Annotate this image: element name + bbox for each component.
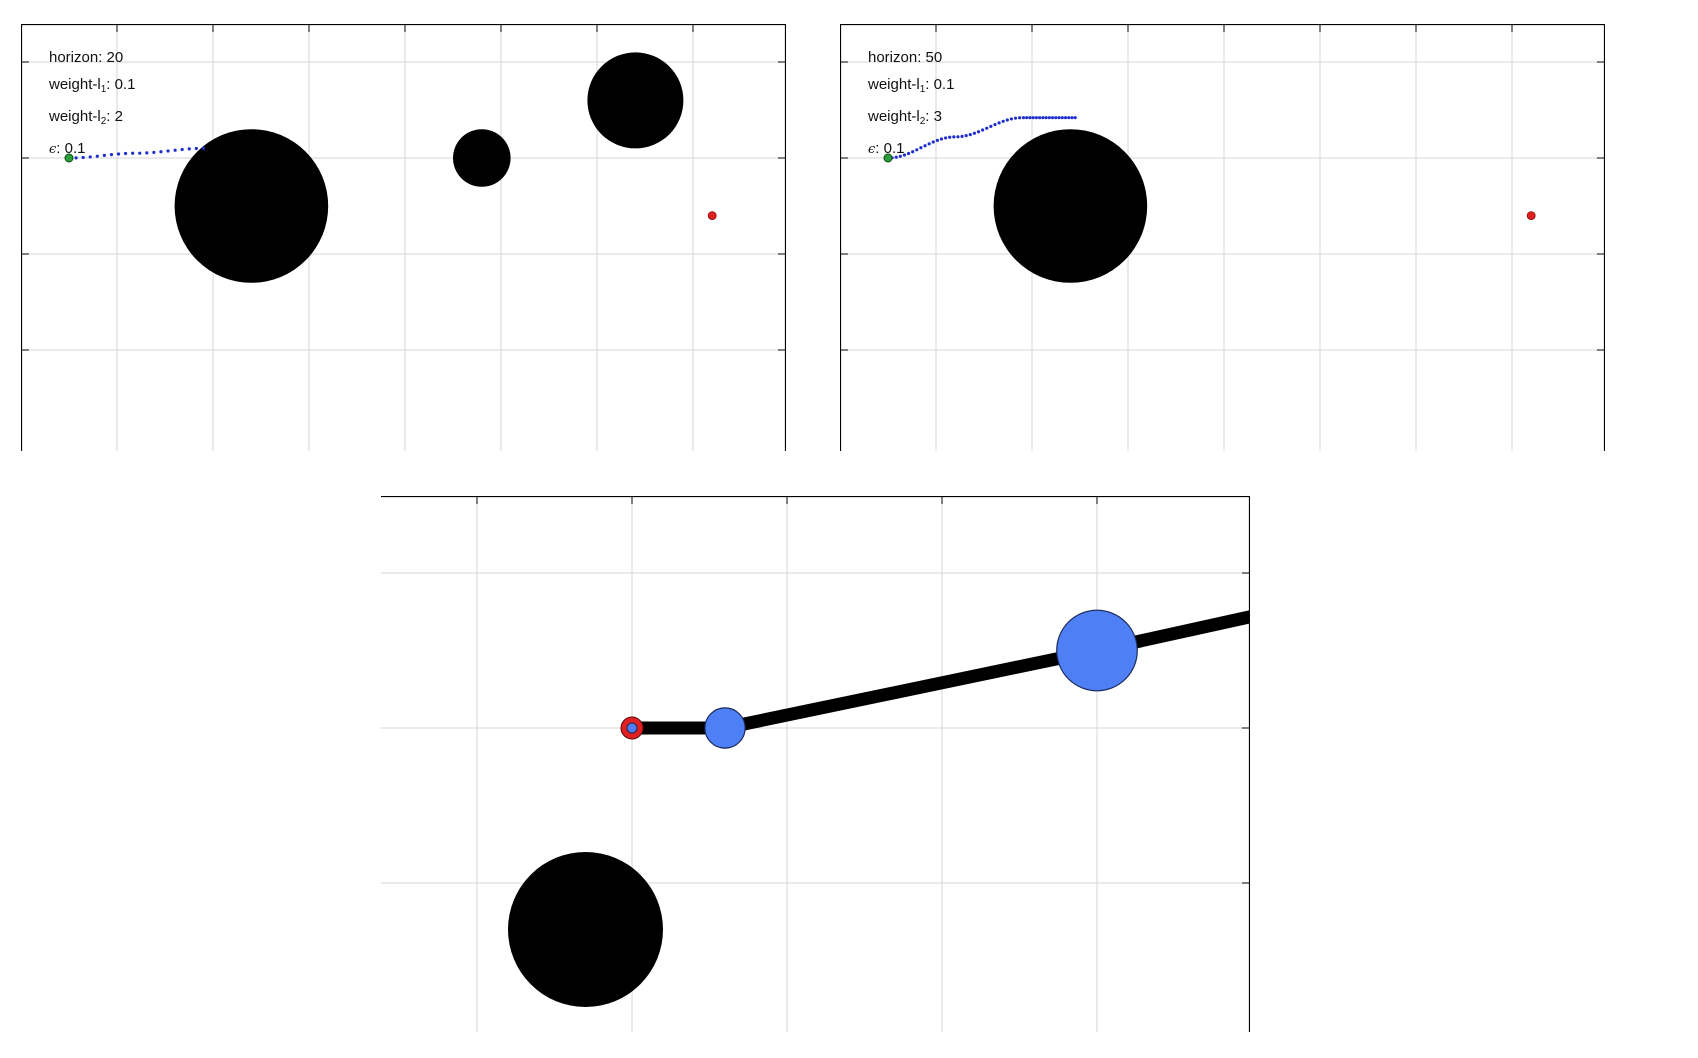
- trajectory-point: [960, 134, 964, 138]
- goal-marker: [1526, 211, 1536, 221]
- trajectory-point: [1041, 116, 1045, 120]
- trajectory-point: [1054, 116, 1058, 120]
- trajectory-point: [88, 155, 92, 159]
- epsilon-label: ϵ: 0.1: [868, 140, 905, 157]
- epsilon-label: ϵ: 0.1: [49, 140, 86, 157]
- obstacle-circle: [587, 52, 684, 149]
- panel-horizon-50: horizon: 50 weight-l1: 0.1 weight-l2: 3 …: [840, 24, 1605, 451]
- obstacle-circle: [174, 129, 329, 283]
- trajectory-point: [985, 126, 989, 130]
- trajectory-point: [972, 131, 976, 135]
- start-marker: [883, 153, 893, 163]
- trajectory-point: [1028, 116, 1032, 120]
- trajectory-point: [915, 148, 919, 152]
- path-node: [1056, 609, 1138, 692]
- trajectory-point: [194, 146, 198, 151]
- weight-l2-label: weight-l2: 3: [868, 108, 942, 127]
- trajectory-point: [1031, 116, 1035, 120]
- panel-zoom-detail: [381, 496, 1250, 1032]
- plot-horizon-20: [21, 24, 786, 451]
- trajectory-point: [1018, 116, 1022, 120]
- horizon-label: horizon: 50: [868, 49, 943, 66]
- trajectory-point: [159, 150, 163, 154]
- path-node: [704, 707, 746, 749]
- goal-marker: [707, 211, 717, 221]
- trajectory-point: [1067, 116, 1071, 120]
- trajectory-point: [976, 130, 981, 134]
- trajectory-point: [1044, 116, 1048, 120]
- trajectory-point: [109, 153, 114, 157]
- trajectory-point: [201, 146, 205, 150]
- trajectory-point: [116, 152, 121, 156]
- panel-horizon-20: horizon: 20 weight-l1: 0.1 weight-l2: 2 …: [21, 24, 786, 451]
- trajectory-point: [1009, 117, 1014, 121]
- trajectory-point: [1073, 116, 1077, 120]
- trajectory-point: [956, 135, 960, 139]
- trajectory-point: [1070, 116, 1074, 120]
- trajectory-point: [1060, 116, 1064, 120]
- trajectory-point: [1025, 116, 1029, 120]
- horizon-label: horizon: 20: [49, 49, 124, 66]
- planned-path: [632, 610, 1250, 735]
- weight-l2-label: weight-l2: 2: [49, 108, 123, 127]
- trajectory-point: [944, 136, 948, 140]
- start-center: [626, 722, 638, 734]
- trajectory-point: [1034, 116, 1039, 120]
- obstacle-circle: [453, 129, 511, 187]
- trajectory-point: [138, 151, 142, 155]
- trajectory-point: [1001, 119, 1005, 123]
- obstacle-circle: [993, 129, 1148, 283]
- trajectory-point: [1063, 116, 1068, 120]
- trajectory-point: [989, 124, 993, 128]
- trajectory-point: [166, 149, 170, 153]
- weight-l1-label: weight-l1: 0.1: [49, 76, 136, 95]
- weight-l1-label: weight-l1: 0.1: [868, 76, 955, 95]
- trajectory-point: [902, 153, 907, 157]
- plot-horizon-50: [840, 24, 1605, 451]
- trajectory-point: [898, 154, 902, 158]
- trajectory-point: [173, 148, 177, 152]
- trajectory-point: [931, 140, 935, 144]
- trajectory-point: [1005, 118, 1009, 122]
- trajectory-point: [74, 156, 78, 160]
- parameter-legend: horizon: 50 weight-l1: 0.1 weight-l2: 3 …: [868, 44, 954, 163]
- trajectory-point: [948, 135, 952, 139]
- trajectory-point: [935, 138, 939, 142]
- start-marker: [64, 153, 74, 163]
- trajectory-point: [906, 151, 911, 156]
- plot-zoom-detail: [381, 496, 1250, 1032]
- trajectory-point: [1021, 116, 1026, 120]
- trajectory-point: [102, 153, 106, 158]
- obstacle-circle: [508, 852, 663, 1007]
- trajectory-point: [187, 147, 191, 151]
- trajectory-point: [993, 122, 997, 127]
- trajectory-point: [1050, 116, 1055, 120]
- trajectory-point: [952, 135, 956, 139]
- trajectory-point: [911, 150, 915, 154]
- trajectory-point: [123, 151, 128, 156]
- trajectory-point: [964, 134, 968, 138]
- trajectory-point: [981, 128, 985, 132]
- trajectory-point: [927, 142, 931, 146]
- trajectory-point: [81, 155, 85, 160]
- trajectory-point: [1057, 116, 1061, 120]
- trajectory-point: [923, 144, 927, 148]
- trajectory-point: [95, 154, 99, 158]
- trajectory-point: [968, 132, 972, 137]
- trajectory-point: [131, 151, 135, 155]
- parameter-legend: horizon: 20 weight-l1: 0.1 weight-l2: 2 …: [49, 44, 135, 163]
- trajectory-point: [145, 151, 149, 155]
- trajectory-point: [919, 146, 923, 150]
- trajectory-point: [894, 155, 898, 159]
- trajectory-point: [1013, 116, 1018, 120]
- trajectory-point: [1038, 116, 1042, 120]
- trajectory-point: [1047, 116, 1051, 120]
- trajectory-point: [180, 147, 184, 152]
- trajectory-point: [152, 150, 156, 155]
- trajectory-point: [939, 137, 944, 141]
- trajectory-point: [997, 121, 1001, 125]
